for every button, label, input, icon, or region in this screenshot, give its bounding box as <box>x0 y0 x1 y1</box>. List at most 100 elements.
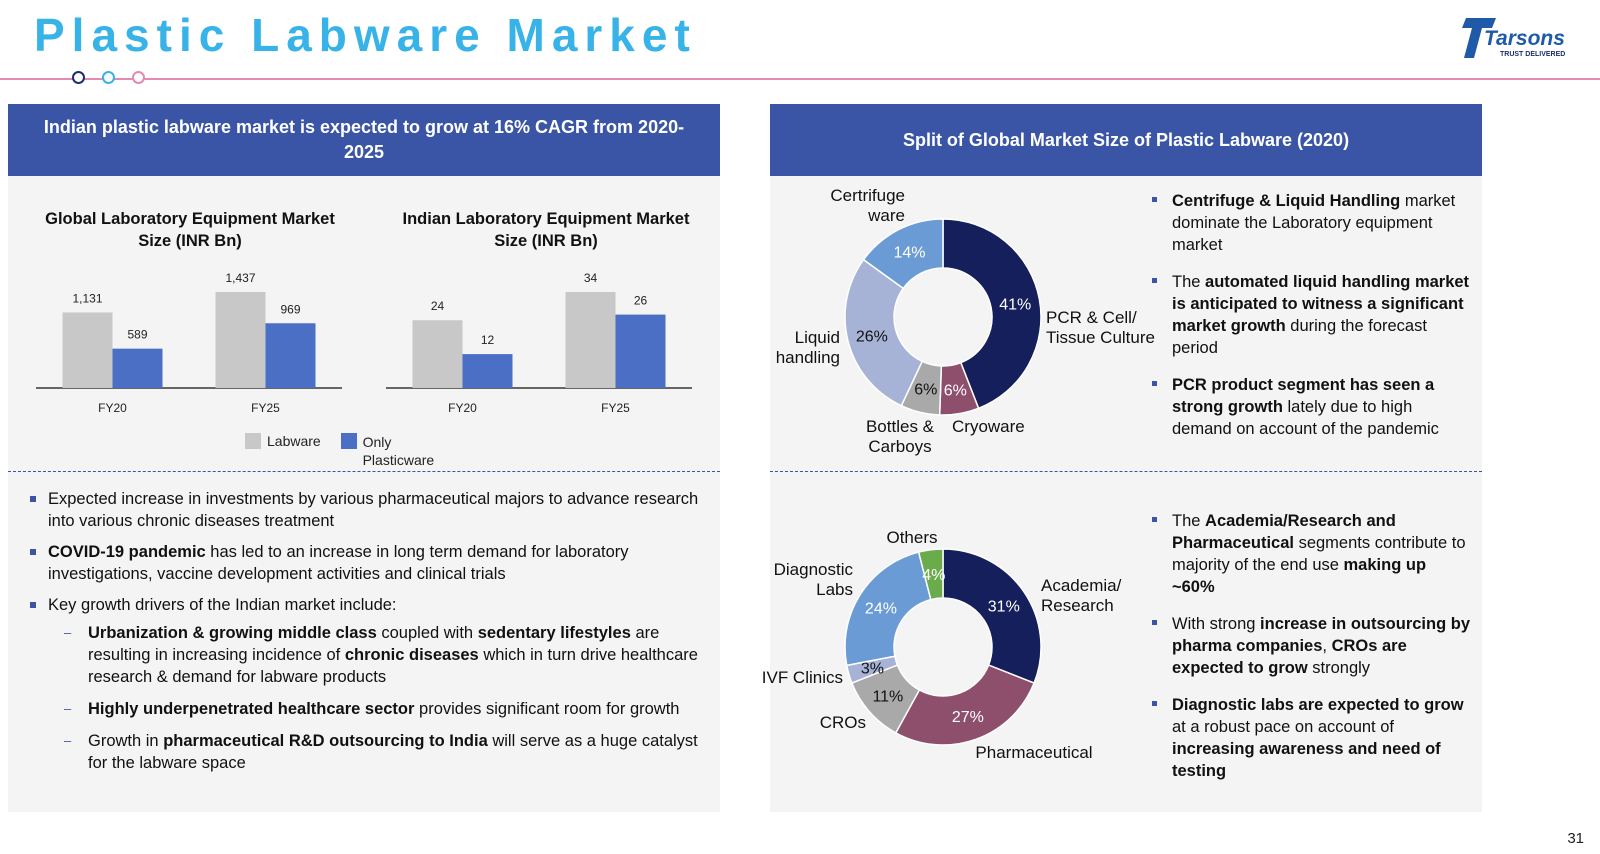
legend-item-labware: Labware <box>245 433 321 449</box>
bold-run-4: chronic diseases <box>344 646 479 664</box>
equipment-slice-0 <box>942 218 1042 410</box>
bold-run-1: Academia/Research and Pharmaceutical <box>1172 512 1396 552</box>
page-title: Plastic Labware Market <box>34 9 697 61</box>
company-logo: Tarsons TRUST DELIVERED <box>1462 12 1580 64</box>
enduse-category-label: IVF Clinics <box>762 668 843 687</box>
global-bar-chart: 1,131 589 FY20 1,437 969 FY25 <box>36 271 342 415</box>
global-value-label: 969 <box>280 302 300 316</box>
equipment-category-label: Liquid handling <box>776 328 840 367</box>
legend-label-labware: Labware <box>267 433 321 449</box>
text-run-3: are resulting in increasing incidence of <box>88 624 660 664</box>
enduse-category-label: Diagnostic Labs <box>774 560 854 599</box>
right-top-bullets: Centrifuge & Liquid Handling market domi… <box>1150 190 1470 455</box>
logo-tagline: TRUST DELIVERED <box>1500 51 1565 58</box>
equipment-category-label: Bottles & Carboys <box>866 417 935 456</box>
growth-driver-1: Urbanization & growing middle class coup… <box>48 622 708 688</box>
legend-item-plasticware: Only Plasticware <box>340 433 443 469</box>
right-bottom-bullet-3: Diagnostic labs are expected to grow at … <box>1150 694 1470 782</box>
global-value-label: 1,131 <box>72 291 102 305</box>
indian-chart-title: Indian Laboratory Equipment Market Size … <box>402 210 690 250</box>
logo-brand: Tarsons <box>1484 27 1565 50</box>
bold-run-1: automated liquid handling market is anti… <box>1172 273 1470 335</box>
enduse-pct-label: 4% <box>922 567 945 584</box>
text-run-0: Key growth drivers of the Indian market … <box>48 596 397 614</box>
legend-swatch-plasticware <box>340 433 357 449</box>
equipment-category-label: Cryoware <box>952 417 1025 436</box>
end-use-split-donut: 31% 27% 11% 3% 24% 4% Academia/Research Pharmac… <box>762 528 1122 762</box>
bold-run-0: Centrifuge & Liquid Handling <box>1172 192 1401 210</box>
page-number: 31 <box>1567 830 1584 847</box>
enduse-slice-5 <box>917 548 944 601</box>
bold-run-0: COVID-19 pandemic <box>48 543 206 561</box>
equipment-slice-4 <box>862 218 944 290</box>
text-run-0: Expected increase in investments by vari… <box>48 490 699 530</box>
indian-value-label: 34 <box>584 271 598 285</box>
bold-run-3: CROs are expected to grow <box>1172 637 1407 677</box>
text-run-2: , <box>1322 637 1332 655</box>
title-rule <box>0 78 1600 80</box>
global-value-label: 589 <box>127 328 147 342</box>
indian-category-label: FY25 <box>601 401 630 415</box>
indian-value-label: 24 <box>431 299 445 313</box>
bold-run-0: PCR product segment has seen a strong gr… <box>1172 376 1435 416</box>
enduse-category-label: Others <box>886 528 937 547</box>
left-divider <box>8 471 720 472</box>
left-bullet-list: Expected increase in investments by vari… <box>18 488 708 774</box>
text-run-2: will serve as a huge catalyst for the la… <box>88 732 698 772</box>
equipment-pct-label: 6% <box>944 382 967 399</box>
text-run-1: at a robust pace on account of <box>1172 718 1394 736</box>
text-run-5: which in turn drive healthcare research … <box>88 646 698 686</box>
global-bar-fy25-labware <box>215 292 266 388</box>
equipment-slice-3 <box>844 258 924 407</box>
bold-run-3: making up ~60% <box>1172 556 1427 596</box>
indian-value-label: 26 <box>634 294 648 308</box>
text-run-1: provides significant room for growth <box>414 700 680 718</box>
enduse-pct-label: 11% <box>872 689 903 706</box>
text-run-1: lately due to high demand on account of … <box>1172 398 1439 438</box>
text-run-0: The <box>1172 512 1206 530</box>
text-run-1: market dominate the Laboratory equipment… <box>1172 192 1456 254</box>
global-bar-fy25-plasticware <box>265 323 316 388</box>
enduse-pct-label: 31% <box>988 599 1020 616</box>
enduse-pct-label: 27% <box>952 709 984 726</box>
right-divider <box>770 471 1482 472</box>
enduse-slice-1 <box>894 664 1036 746</box>
left-bullets: Expected increase in investments by vari… <box>18 488 708 784</box>
bold-run-2: sedentary lifestyles <box>477 624 631 642</box>
right-panel-header: Split of Global Market Size of Plastic L… <box>770 104 1482 176</box>
bold-run-0: Diagnostic labs are expected to grow <box>1172 696 1464 714</box>
text-run-1: coupled with <box>376 624 478 642</box>
equipment-category-label: Certrifuge ware <box>830 186 905 225</box>
right-bottom-bullet-list: The Academia/Research and Pharmaceutical… <box>1150 510 1470 782</box>
enduse-pct-label: 3% <box>861 661 884 678</box>
logo-mark-icon: Tarsons TRUST DELIVERED <box>1462 18 1565 58</box>
equipment-pct-label: 41% <box>999 296 1031 313</box>
indian-category-label: FY20 <box>448 401 477 415</box>
global-bar-fy20-plasticware <box>112 348 163 388</box>
equipment-category-label: PCR & Cell/Tissue Culture <box>1046 308 1155 347</box>
text-run-4: strongly <box>1307 659 1371 677</box>
right-top-bullet-1: Centrifuge & Liquid Handling market domi… <box>1150 190 1470 256</box>
indian-bar-chart: 24 12 FY20 34 26 FY25 <box>386 271 692 415</box>
global-category-label: FY25 <box>251 401 280 415</box>
decor-dot-navy <box>72 71 85 84</box>
indian-bar-fy20-plasticware <box>462 354 513 388</box>
enduse-slice-4 <box>844 551 932 667</box>
decor-dot-pink <box>132 71 145 84</box>
equipment-split-donut: 41% 6% 6% 26% 14% PCR & Cell/Tissue Culture Cr… <box>776 186 1155 456</box>
bold-run-0: Highly underpenetrated healthcare sector <box>88 700 415 718</box>
global-value-label: 1,437 <box>225 271 255 285</box>
enduse-category-label: Academia/Research <box>1041 576 1122 615</box>
global-category-label: FY20 <box>98 401 127 415</box>
enduse-slice-0 <box>942 548 1042 685</box>
enduse-category-label: CROs <box>820 713 866 732</box>
global-bar-fy20-labware <box>62 312 113 388</box>
indian-bar-fy20-labware <box>412 320 463 388</box>
indian-bar-fy25-labware <box>565 292 616 388</box>
decor-dot-blue <box>102 71 115 84</box>
equipment-pct-label: 26% <box>856 328 888 345</box>
left-bullet-3-text: Key growth drivers of the Indian market … <box>48 596 397 614</box>
left-panel <box>8 104 720 812</box>
right-top-bullet-3: PCR product segment has seen a strong gr… <box>1150 374 1470 440</box>
indian-bar-fy25-plasticware <box>615 314 666 388</box>
